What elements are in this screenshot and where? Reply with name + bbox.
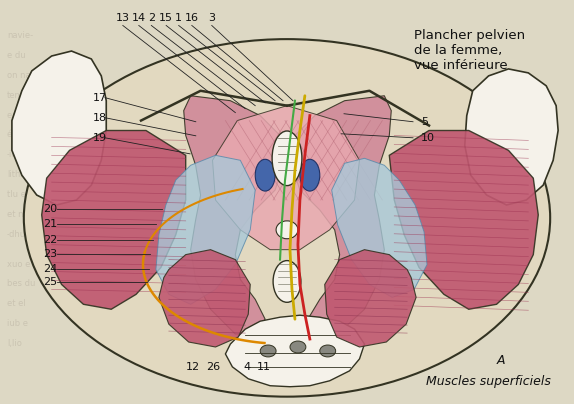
Polygon shape xyxy=(12,51,106,205)
Text: xuo e: xuo e xyxy=(7,260,30,269)
Text: on na: on na xyxy=(7,71,30,80)
Text: 19: 19 xyxy=(93,133,107,143)
Ellipse shape xyxy=(272,131,302,185)
Text: Muscles superficiels: Muscles superficiels xyxy=(426,375,551,388)
Ellipse shape xyxy=(290,341,306,353)
Polygon shape xyxy=(325,250,416,347)
Polygon shape xyxy=(184,96,285,334)
Text: tlu e: tlu e xyxy=(7,190,26,199)
Text: 2: 2 xyxy=(148,13,155,23)
Text: et el: et el xyxy=(7,299,26,308)
Ellipse shape xyxy=(276,221,298,239)
Ellipse shape xyxy=(255,159,275,191)
Polygon shape xyxy=(290,96,391,334)
Text: ésiase: ésiase xyxy=(7,130,34,139)
Text: 4: 4 xyxy=(243,362,251,372)
Text: 5: 5 xyxy=(421,117,428,127)
Ellipse shape xyxy=(24,39,550,397)
Text: iub e: iub e xyxy=(7,319,28,328)
Text: 24: 24 xyxy=(43,263,57,274)
Text: A: A xyxy=(497,354,505,367)
Text: 1: 1 xyxy=(175,13,182,23)
Ellipse shape xyxy=(273,261,301,302)
Text: 12: 12 xyxy=(186,362,200,372)
Text: e du: e du xyxy=(7,51,26,60)
Text: 16: 16 xyxy=(185,13,199,23)
Text: l,lio: l,lio xyxy=(7,339,22,348)
Polygon shape xyxy=(465,69,558,205)
Text: -ioub: -ioub xyxy=(7,150,28,159)
Text: bes du: bes du xyxy=(7,280,36,288)
Polygon shape xyxy=(332,158,427,297)
Text: 13: 13 xyxy=(116,13,130,23)
Ellipse shape xyxy=(260,345,276,357)
Text: tend-: tend- xyxy=(7,91,29,100)
Text: eu no: eu no xyxy=(7,111,30,120)
Ellipse shape xyxy=(320,345,336,357)
Polygon shape xyxy=(42,130,186,309)
Text: 17: 17 xyxy=(93,93,107,103)
Text: 15: 15 xyxy=(159,13,173,23)
Text: 23: 23 xyxy=(43,249,57,259)
Polygon shape xyxy=(226,315,364,387)
Polygon shape xyxy=(156,155,255,304)
Text: et no: et no xyxy=(7,210,29,219)
Polygon shape xyxy=(212,106,359,250)
Text: 26: 26 xyxy=(206,362,220,372)
Text: 18: 18 xyxy=(93,113,107,123)
Text: 22: 22 xyxy=(43,235,57,245)
Text: 21: 21 xyxy=(43,219,57,229)
Text: navie-: navie- xyxy=(7,31,33,40)
Ellipse shape xyxy=(300,159,320,191)
Text: 20: 20 xyxy=(43,204,57,214)
Text: 10: 10 xyxy=(421,133,435,143)
Polygon shape xyxy=(389,130,538,309)
Text: 14: 14 xyxy=(131,13,146,23)
Polygon shape xyxy=(159,250,250,347)
Text: lithre: lithre xyxy=(7,170,29,179)
Text: 11: 11 xyxy=(257,362,271,372)
Text: 25: 25 xyxy=(43,277,57,287)
Text: 3: 3 xyxy=(208,13,215,23)
Text: -dhu: -dhu xyxy=(7,230,26,239)
Text: Plancher pelvien
de la femme,
vue inférieure: Plancher pelvien de la femme, vue inféri… xyxy=(414,29,525,72)
